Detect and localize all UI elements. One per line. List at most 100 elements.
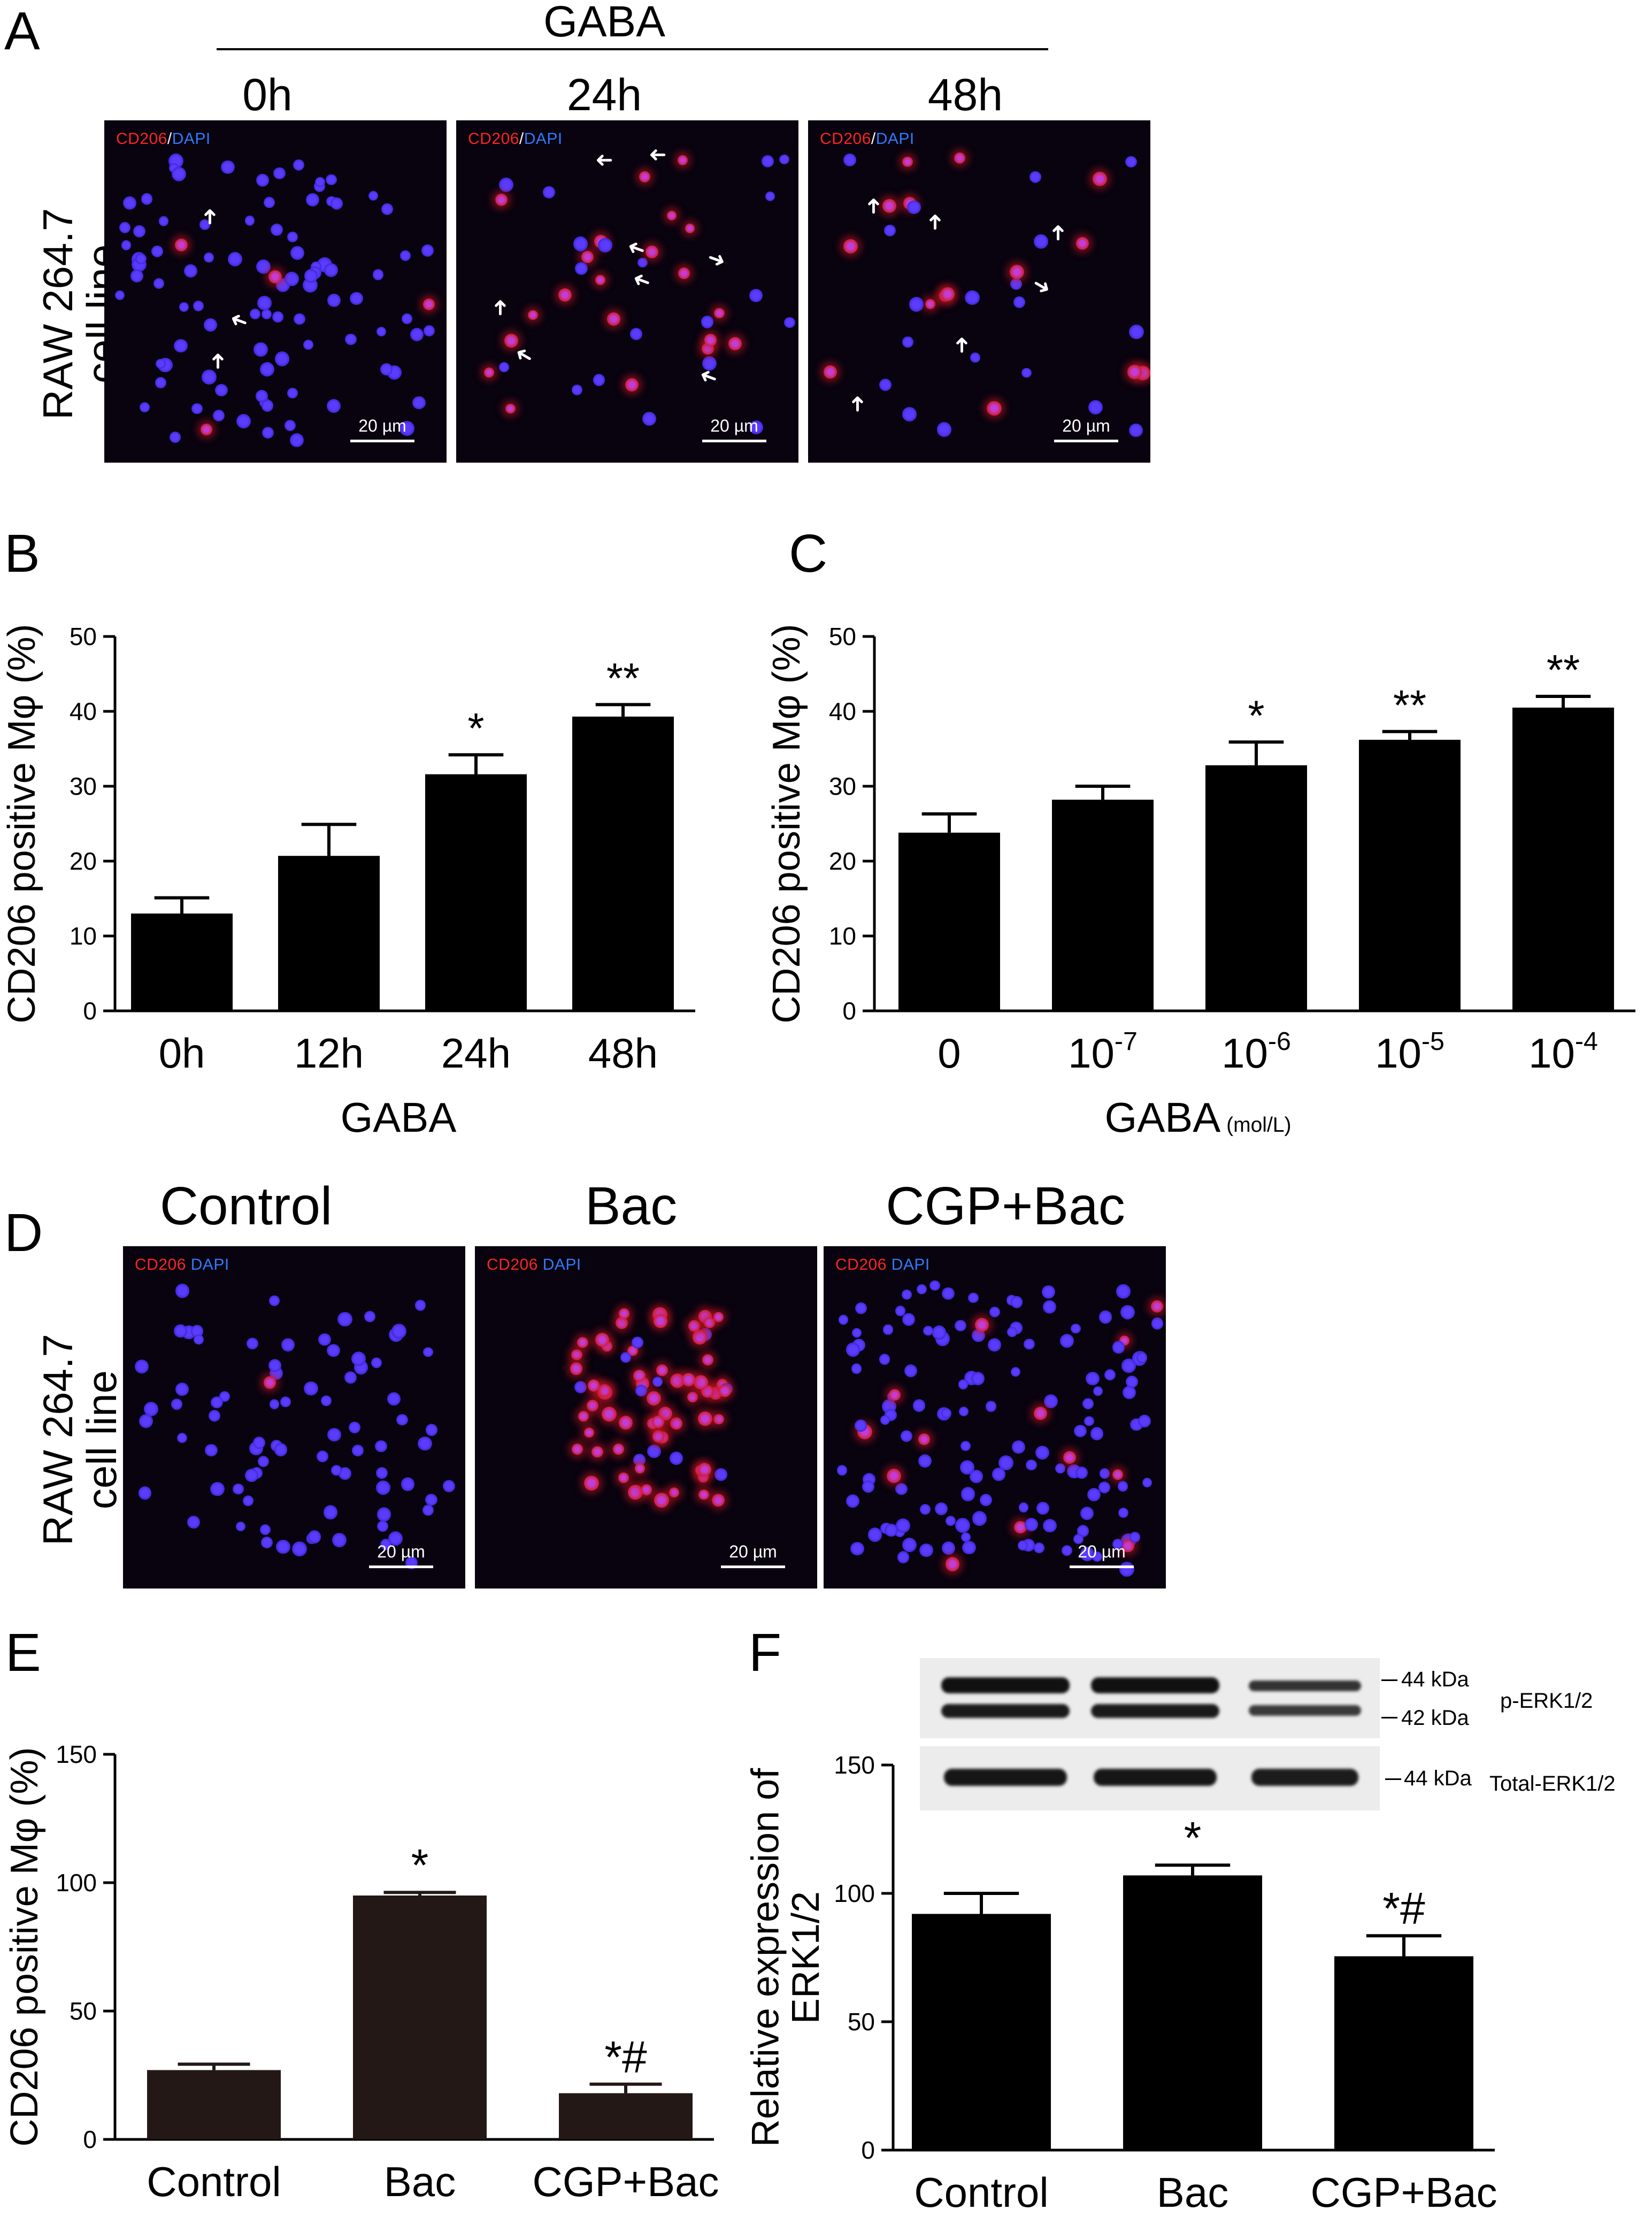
cell-nucleus bbox=[1104, 1369, 1116, 1381]
cell-nucleus bbox=[962, 1540, 976, 1555]
cell-nucleus bbox=[936, 421, 952, 437]
cell-nucleus bbox=[989, 1306, 1000, 1317]
cell-nucleus bbox=[843, 239, 858, 254]
cell-nucleus bbox=[942, 1287, 955, 1300]
cell-nucleus bbox=[635, 1385, 647, 1397]
cell-nucleus bbox=[256, 390, 268, 402]
cell-nucleus bbox=[645, 245, 658, 258]
x-axis-label: GABA (mol/L) bbox=[1105, 1094, 1292, 1141]
panel-a-letter: A bbox=[4, 1, 40, 61]
cell-nucleus bbox=[443, 1479, 456, 1492]
cell-nucleus bbox=[896, 1518, 911, 1533]
cell-nucleus bbox=[290, 246, 304, 260]
cell-nucleus bbox=[371, 1357, 382, 1369]
cell-nucleus bbox=[1082, 1398, 1094, 1409]
cell-nucleus bbox=[902, 1538, 917, 1553]
cell-nucleus bbox=[210, 1396, 223, 1409]
cell-nucleus bbox=[321, 1395, 332, 1406]
marker-tick-44 bbox=[1381, 1679, 1397, 1681]
cell-nucleus bbox=[1012, 1440, 1026, 1454]
cell-nucleus bbox=[184, 264, 198, 278]
scale-bar bbox=[369, 1566, 433, 1568]
cell-nucleus bbox=[179, 302, 189, 312]
cell-nucleus bbox=[613, 1443, 625, 1455]
cell-nucleus bbox=[1043, 1394, 1058, 1408]
cell-nucleus bbox=[593, 374, 605, 386]
panel-a-micrograph-0h: CD206/DAPI 20 µm ➜ ➜ ➜ bbox=[104, 120, 447, 463]
y-tick-label: 0 bbox=[861, 2136, 875, 2164]
cell-nucleus bbox=[918, 1433, 930, 1445]
cell-nucleus bbox=[135, 253, 147, 265]
cell-nucleus bbox=[372, 269, 383, 280]
cell-nucleus bbox=[263, 1376, 276, 1389]
cell-nucleus bbox=[133, 225, 146, 238]
cell-nucleus bbox=[368, 191, 379, 201]
cell-nucleus bbox=[682, 1373, 695, 1387]
cell-nucleus bbox=[571, 1444, 583, 1455]
y-tick-label: 30 bbox=[70, 772, 97, 800]
cell-nucleus bbox=[1025, 1518, 1038, 1532]
cell-nucleus bbox=[652, 1377, 663, 1387]
significance-mark: ** bbox=[1547, 646, 1580, 694]
cell-nucleus bbox=[698, 1489, 709, 1500]
y-tick-label: 40 bbox=[70, 697, 97, 725]
cell-nucleus bbox=[156, 359, 166, 369]
stain-label: CD206 DAPI bbox=[135, 1256, 229, 1273]
cell-nucleus bbox=[711, 1493, 725, 1507]
cell-nucleus bbox=[134, 1359, 149, 1374]
cell-nucleus bbox=[259, 1524, 271, 1536]
cell-nucleus bbox=[897, 1551, 909, 1563]
band-total-bac bbox=[1094, 1769, 1217, 1786]
scale-bar bbox=[1070, 1566, 1134, 1568]
stain-label: CD206/DAPI bbox=[820, 130, 915, 148]
category-label: Bac bbox=[384, 2158, 456, 2205]
cell-nucleus bbox=[1075, 236, 1089, 250]
cell-nucleus bbox=[573, 236, 588, 252]
bar bbox=[572, 716, 674, 1011]
cell-nucleus bbox=[714, 1468, 727, 1481]
cell-nucleus bbox=[306, 193, 320, 207]
cell-nucleus bbox=[902, 407, 917, 421]
cell-nucleus bbox=[960, 1440, 971, 1451]
cell-nucleus bbox=[670, 1417, 683, 1430]
cell-nucleus bbox=[1120, 1305, 1135, 1320]
cell-nucleus bbox=[171, 1399, 183, 1410]
cell-nucleus bbox=[889, 1389, 901, 1401]
cell-nucleus bbox=[1014, 1521, 1027, 1533]
cell-nucleus bbox=[1142, 1478, 1152, 1488]
cell-nucleus bbox=[190, 1325, 204, 1338]
scale-bar-label: 20 µm bbox=[358, 416, 406, 435]
category-label: 12h bbox=[294, 1030, 364, 1077]
cell-nucleus bbox=[249, 308, 261, 320]
cell-nucleus bbox=[201, 423, 212, 435]
y-axis-label-line1: Relative expression of bbox=[744, 1768, 787, 2147]
cell-nucleus bbox=[907, 200, 921, 214]
cell-nucleus bbox=[1118, 1508, 1128, 1518]
cell-nucleus bbox=[1092, 1551, 1102, 1562]
cell-nucleus bbox=[235, 1521, 245, 1531]
cell-nucleus bbox=[221, 160, 235, 174]
panel-d-letter: D bbox=[4, 1203, 43, 1263]
cell-nucleus bbox=[170, 432, 181, 443]
arrow-icon: ➜ bbox=[487, 298, 512, 317]
cell-nucleus bbox=[1090, 1426, 1104, 1440]
y-tick-label: 30 bbox=[829, 772, 856, 800]
arrow-icon: ➜ bbox=[197, 208, 222, 226]
cell-nucleus bbox=[618, 1415, 633, 1430]
cell-nucleus bbox=[1017, 1540, 1028, 1551]
cell-nucleus bbox=[499, 178, 514, 193]
cell-nucleus bbox=[912, 1399, 925, 1412]
cell-nucleus bbox=[1073, 1533, 1084, 1544]
cell-nucleus bbox=[1129, 1532, 1140, 1543]
cell-nucleus bbox=[882, 1324, 894, 1336]
cell-nucleus bbox=[1099, 1468, 1110, 1479]
significance-mark: *# bbox=[604, 2032, 647, 2082]
cell-nucleus bbox=[965, 290, 980, 305]
cell-nucleus bbox=[352, 1444, 364, 1456]
scale-bar bbox=[721, 1566, 785, 1568]
cell-nucleus bbox=[1093, 1386, 1103, 1396]
cell-nucleus bbox=[615, 1316, 628, 1330]
cell-nucleus bbox=[958, 1406, 969, 1416]
cell-nucleus bbox=[577, 1337, 588, 1348]
cell-nucleus bbox=[704, 334, 717, 347]
